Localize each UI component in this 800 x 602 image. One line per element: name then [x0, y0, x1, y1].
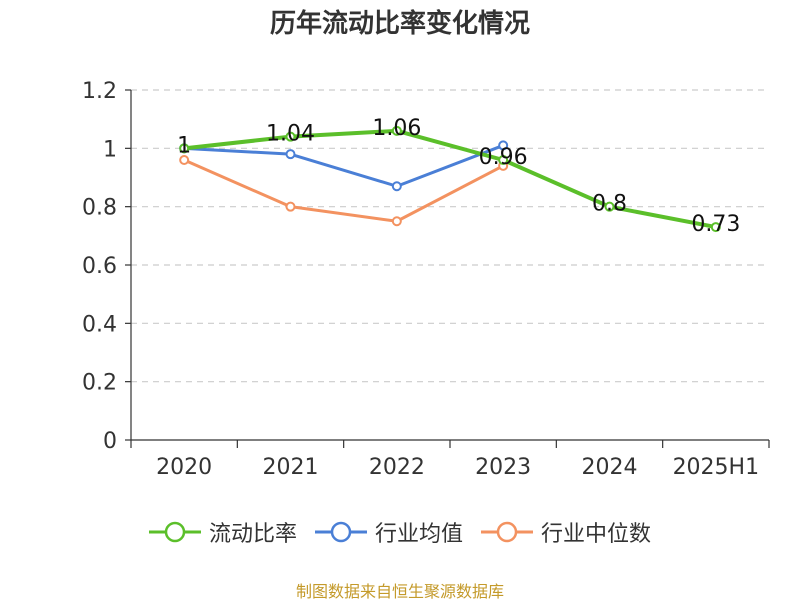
- data-label: 0.96: [479, 145, 528, 170]
- data-point: [710, 222, 721, 233]
- legend-label: 流动比率: [208, 522, 297, 547]
- y-axis: 0 0.2 0.4 0.6 0.8 1 1.2: [82, 79, 132, 454]
- legend-swatch-marker: [330, 521, 352, 543]
- x-tick-label: 2023: [475, 455, 531, 480]
- y-tick-label: 1: [103, 137, 117, 162]
- source-footer: 制图数据来自恒生聚源数据库: [295, 582, 504, 601]
- legend-label: 行业均值: [374, 522, 463, 547]
- x-tick-label: 2020: [156, 455, 212, 480]
- data-point: [498, 155, 509, 165]
- chart-title: 历年流动比率变化情况: [269, 9, 530, 39]
- data-point: [498, 140, 509, 151]
- series-line: [184, 144, 504, 188]
- y-tick-label: 0.8: [82, 196, 117, 221]
- legend: 流动比率 行业均值 行业中位数: [0, 516, 800, 548]
- series-lines: [179, 125, 721, 233]
- legend-label: 行业中位数: [541, 522, 652, 547]
- data-label: 0.73: [691, 212, 740, 237]
- data-label: 1: [177, 133, 191, 158]
- x-tick-label: 2021: [263, 455, 319, 480]
- grid-lines: [131, 89, 769, 383]
- data-label: 1.06: [372, 116, 421, 141]
- data-labels: 1 1.04 1.06 0.96 0.8 0.73: [177, 116, 740, 237]
- y-tick-label: 0: [103, 429, 117, 454]
- legend-item[interactable]: 行业中位数: [481, 516, 651, 548]
- legend-item[interactable]: 行业均值: [314, 516, 463, 548]
- data-point: [285, 149, 296, 160]
- data-point: [285, 131, 296, 142]
- data-point: [285, 201, 296, 212]
- x-tick-label: 2025H1: [673, 455, 760, 480]
- data-label: 0.8: [592, 192, 627, 217]
- data-point: [391, 181, 402, 192]
- legend-item[interactable]: 流动比率: [148, 516, 297, 548]
- data-point: [391, 216, 402, 227]
- legend-swatch: [481, 521, 533, 543]
- x-axis: 2020 2021 2022 2023 2024 2025H1: [130, 439, 770, 480]
- y-tick-label: 0.4: [82, 312, 117, 337]
- y-tick-label: 0.6: [82, 254, 117, 279]
- series-line: [183, 128, 717, 230]
- data-point: [179, 143, 190, 154]
- x-tick-label: 2022: [369, 455, 425, 480]
- legend-swatch-marker: [164, 521, 186, 543]
- y-tick-label: 1.2: [82, 79, 117, 104]
- data-point: [391, 125, 402, 136]
- legend-swatch-marker: [496, 521, 518, 543]
- data-point: [604, 201, 615, 212]
- data-label: 1.04: [266, 122, 315, 147]
- series-line: [183, 158, 504, 223]
- data-point: [179, 155, 190, 165]
- y-tick-label: 0.2: [82, 371, 117, 396]
- x-tick-label: 2024: [582, 455, 638, 480]
- legend-swatch: [148, 521, 201, 543]
- legend-swatch: [314, 521, 367, 543]
